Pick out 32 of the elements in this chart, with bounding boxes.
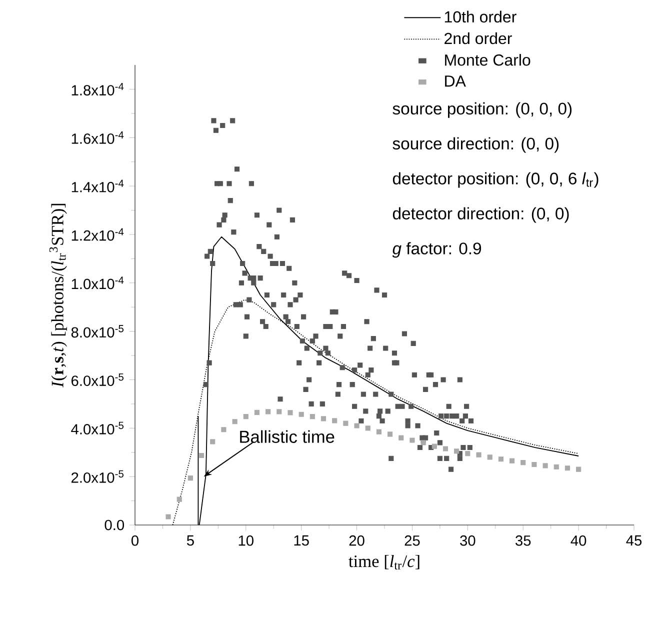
x-tick-label: 25 xyxy=(404,535,420,546)
y-tick-label: 0.0 xyxy=(104,520,124,530)
x-tick-label: 5 xyxy=(186,535,194,546)
annotation: source position: (0, 0, 0) xyxy=(392,102,572,118)
legend-label: 2nd order xyxy=(444,32,512,44)
x-tick-label: 30 xyxy=(460,535,476,546)
legend-label: Monte Carlo xyxy=(445,54,530,66)
x-tick-label: 40 xyxy=(570,535,586,546)
y-tick-label: 1.8x10$^{-4}$ xyxy=(72,82,124,96)
y-tick-label: 1.2x10$^{-4}$ xyxy=(72,228,124,241)
y-tick-label: 1.0x10$^{-4}$ xyxy=(72,276,124,290)
annotation: detector position: (0, 0, 6 l$_{tr}$) xyxy=(392,172,598,188)
x-tick-label: 0 xyxy=(131,535,138,546)
y-tick-label: 2.0x10$^{-5}$ xyxy=(72,470,124,483)
legend-label: 10th order xyxy=(444,10,516,23)
x-tick-label: 20 xyxy=(349,535,364,546)
x-tick-label: 15 xyxy=(294,535,309,546)
x-tick-label: 10 xyxy=(238,535,254,546)
y-tick-label: 4.0x10$^{-5}$ xyxy=(71,422,124,434)
annotation: detector direction: (0, 0) xyxy=(392,207,569,223)
annotation: source direction: (0, 0) xyxy=(392,137,559,153)
annotation: g factor: 0.9 xyxy=(392,242,482,258)
y-tick-label: 6.0x10$^{-5}$ xyxy=(72,373,124,386)
y-tick-label: 1.4x10$^{-4}$ xyxy=(72,180,124,192)
x-axis-title: time [l$_{tr}$/c] xyxy=(348,554,420,570)
y-tick-label: 8.0x10$^{-5}$ xyxy=(71,325,124,338)
y-tick-label: 1.6x10$^{-4}$ xyxy=(72,131,124,144)
x-tick-label: 45 xyxy=(626,535,642,546)
x-tick-label: 35 xyxy=(516,535,531,546)
text: I(r,s,t) [photons/(l$_{tr}$$^{3}$STR)] xyxy=(49,204,67,388)
legend-label: DA xyxy=(445,76,466,87)
annotation: Ballistic time xyxy=(240,430,334,443)
